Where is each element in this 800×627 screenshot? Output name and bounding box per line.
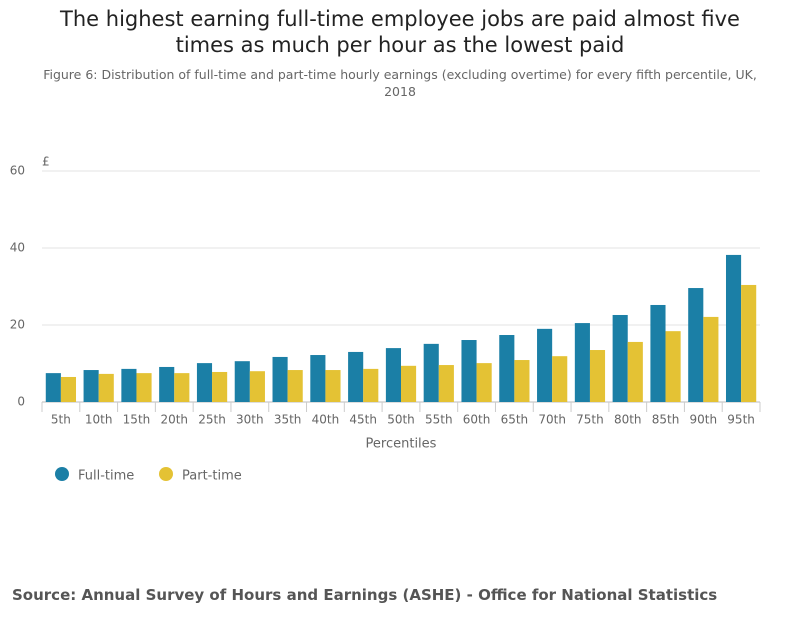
bar — [121, 368, 137, 402]
chart-title: The highest earning full-time employee j… — [60, 7, 740, 57]
bar — [514, 360, 530, 402]
bar — [574, 323, 590, 402]
x-tick-label: 95th — [727, 413, 755, 427]
bar — [60, 376, 77, 402]
bar — [325, 370, 341, 402]
x-tick-label: 75th — [576, 413, 604, 427]
legend-label: Part-time — [182, 469, 242, 484]
bar — [627, 341, 643, 402]
bar — [612, 314, 628, 402]
bar — [348, 351, 364, 402]
bar — [650, 304, 666, 402]
y-tick-label: 60 — [10, 164, 25, 178]
x-axis-title: Percentiles — [366, 437, 437, 452]
legend-swatch — [159, 467, 173, 481]
bar — [552, 356, 568, 402]
bar — [423, 343, 439, 402]
bar — [272, 356, 288, 402]
bar — [589, 350, 606, 402]
x-tick-label: 5th — [51, 413, 71, 427]
x-tick-label: 40th — [312, 413, 340, 427]
x-tick-label: 85th — [652, 413, 680, 427]
legend-label: Full-time — [78, 469, 134, 484]
x-tick-label: 35th — [274, 413, 302, 427]
legend-swatch — [55, 467, 69, 481]
bar — [83, 370, 99, 402]
bar — [45, 373, 61, 402]
source: Source: Annual Survey of Hours and Earni… — [12, 586, 718, 604]
y-tick-label: 0 — [17, 395, 25, 409]
x-tick-label: 50th — [387, 413, 415, 427]
x-tick-label: 60th — [463, 413, 491, 427]
x-tick-label: 20th — [160, 413, 188, 427]
bar — [401, 365, 417, 402]
x-tick-label: 70th — [538, 413, 566, 427]
bar — [665, 331, 681, 402]
bar — [159, 366, 175, 402]
bar — [363, 368, 379, 402]
bar — [136, 373, 152, 402]
x-tick-label: 80th — [614, 413, 642, 427]
bar — [688, 288, 704, 402]
bar — [234, 361, 250, 402]
x-tick-label: 45th — [349, 413, 377, 427]
x-tick-label: 15th — [123, 413, 151, 427]
bar — [174, 373, 190, 402]
x-tick-label: 90th — [690, 413, 718, 427]
chart-subtitle: Figure 6: Distribution of full-time and … — [43, 67, 757, 99]
y-tick-label: 20 — [10, 318, 25, 332]
bar — [499, 335, 515, 402]
bar — [741, 284, 757, 402]
bar — [287, 370, 303, 402]
bar — [196, 363, 213, 402]
bar — [385, 348, 401, 402]
bar — [725, 254, 742, 402]
bar — [249, 371, 265, 402]
x-tick-label: 65th — [501, 413, 529, 427]
bar — [438, 365, 454, 402]
bar — [703, 316, 719, 402]
bar — [476, 363, 492, 402]
x-tick-label: 10th — [85, 413, 113, 427]
bar — [310, 355, 326, 402]
y-tick-label: 40 — [10, 241, 25, 255]
bar — [212, 371, 228, 402]
x-tick-label: 25th — [198, 413, 226, 427]
bar — [537, 328, 553, 402]
bar — [98, 373, 114, 402]
x-tick-label: 55th — [425, 413, 453, 427]
bar — [461, 340, 477, 402]
x-tick-label: 30th — [236, 413, 264, 427]
y-unit: £ — [42, 155, 50, 169]
